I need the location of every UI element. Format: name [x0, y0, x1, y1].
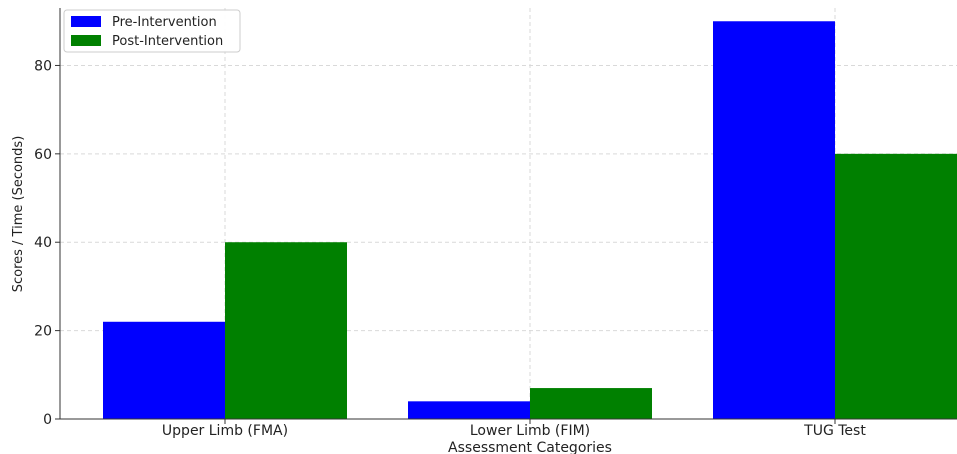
bars — [103, 21, 957, 420]
legend-swatch-post — [71, 35, 101, 46]
y-tick-label: 0 — [43, 412, 52, 428]
legend-swatch-pre — [71, 16, 101, 27]
x-tick-label: TUG Test — [803, 423, 866, 439]
y-ticks: 0 20 40 60 80 — [34, 58, 60, 428]
x-tick-label: Upper Limb (FMA) — [162, 423, 288, 439]
y-tick-label: 40 — [34, 235, 52, 251]
x-ticks: Upper Limb (FMA) Lower Limb (FIM) TUG Test — [162, 419, 866, 439]
bar-post-intervention — [530, 388, 652, 419]
y-tick-label: 20 — [34, 324, 52, 340]
bar-pre-intervention — [408, 401, 530, 419]
bar-pre-intervention — [713, 21, 835, 420]
y-tick-label: 80 — [34, 58, 52, 74]
x-tick-label: Lower Limb (FIM) — [470, 423, 590, 439]
legend-label-post: Post-Intervention — [112, 34, 223, 49]
bar-post-intervention — [225, 242, 347, 419]
bar-post-intervention — [835, 153, 957, 419]
y-tick-label: 60 — [34, 147, 52, 163]
bar-pre-intervention — [103, 321, 225, 419]
legend-box — [63, 9, 241, 53]
legend-label-pre: Pre-Intervention — [112, 15, 217, 30]
y-axis-title: Scores / Time (Seconds) — [11, 136, 26, 293]
axes — [59, 8, 957, 420]
x-axis-title: Assessment Categories — [448, 440, 612, 454]
legend: Pre-Intervention Post-Intervention — [63, 9, 241, 53]
